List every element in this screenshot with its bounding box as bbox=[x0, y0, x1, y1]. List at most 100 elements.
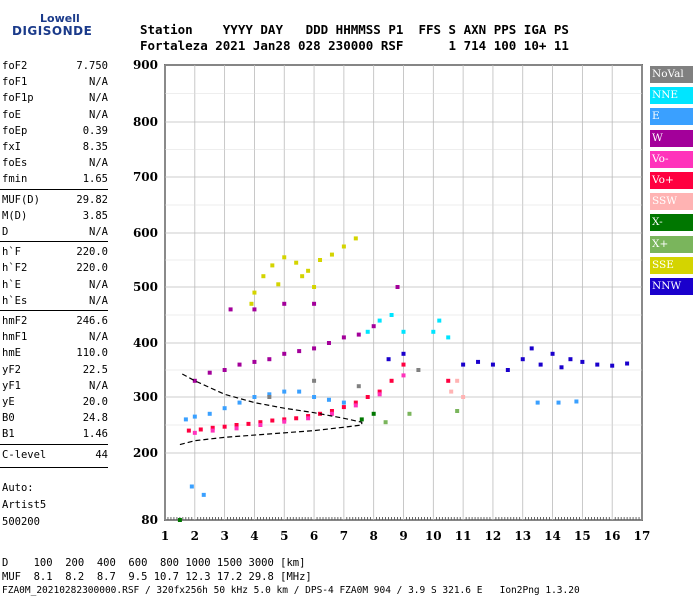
param-value: N/A bbox=[89, 157, 108, 170]
param-name: foF1p bbox=[2, 92, 34, 105]
data-point bbox=[476, 359, 481, 364]
legend-item-x-: X- bbox=[650, 214, 693, 232]
param-row: B1 1.46 bbox=[2, 426, 108, 442]
data-point bbox=[446, 378, 451, 383]
data-point bbox=[341, 405, 346, 410]
data-point bbox=[359, 417, 364, 422]
param-name: M(D) bbox=[2, 209, 28, 222]
data-point bbox=[341, 400, 346, 405]
legend-item-w: W bbox=[650, 129, 693, 147]
data-point bbox=[261, 274, 266, 279]
legend-item-vo-: Vo+ bbox=[650, 172, 693, 189]
param-name: D bbox=[2, 226, 9, 238]
data-point bbox=[294, 416, 299, 421]
data-point bbox=[198, 427, 203, 432]
data-point bbox=[329, 409, 334, 413]
data-point bbox=[312, 285, 317, 289]
x-tick-label: 4 bbox=[250, 529, 258, 543]
legend-item-nnw: NNW bbox=[650, 278, 693, 295]
param-name: hmF2 bbox=[2, 315, 28, 327]
data-point bbox=[353, 403, 358, 408]
autoscale-code: 500200 bbox=[2, 516, 40, 528]
param-name: foF2 bbox=[2, 60, 28, 72]
param-separator bbox=[0, 310, 108, 311]
data-point bbox=[326, 397, 331, 402]
y-tick-label: 400 bbox=[133, 336, 158, 350]
param-row: foEp 0.39 bbox=[2, 123, 108, 139]
data-point bbox=[201, 492, 206, 497]
data-point bbox=[446, 335, 451, 340]
data-point bbox=[234, 423, 239, 427]
data-point bbox=[258, 420, 263, 425]
x-tick-label: 6 bbox=[310, 529, 318, 543]
data-point bbox=[377, 389, 382, 394]
data-point bbox=[246, 421, 251, 426]
data-point bbox=[389, 313, 394, 317]
param-row: h`F2 220.0 bbox=[2, 260, 108, 276]
y-tick-label: 500 bbox=[133, 280, 158, 294]
data-point bbox=[529, 346, 534, 351]
param-name: C-level bbox=[2, 448, 47, 461]
x-tick-label: 3 bbox=[220, 529, 228, 543]
param-value: 8.35 bbox=[82, 141, 108, 153]
param-name: B1 bbox=[2, 428, 15, 441]
x-tick-label: 12 bbox=[485, 529, 502, 543]
param-name: B0 bbox=[2, 412, 15, 425]
x-tick-label: 16 bbox=[604, 529, 621, 543]
data-point bbox=[538, 362, 543, 367]
legend-item-x-: X+ bbox=[650, 235, 693, 253]
param-value: 29.82 bbox=[76, 193, 108, 206]
legend-item-e: E bbox=[650, 108, 693, 126]
data-point bbox=[625, 361, 630, 366]
data-point bbox=[192, 414, 197, 419]
data-point bbox=[520, 357, 525, 362]
data-point bbox=[312, 301, 317, 306]
param-row: hmF1 N/A bbox=[2, 329, 108, 345]
data-point bbox=[297, 349, 302, 354]
data-point bbox=[455, 409, 460, 413]
data-point bbox=[431, 329, 436, 334]
data-point bbox=[228, 307, 233, 312]
param-name: h`E bbox=[2, 278, 21, 291]
data-point bbox=[270, 263, 275, 268]
param-value: 220.0 bbox=[76, 246, 108, 259]
x-tick-label: 1 bbox=[161, 529, 169, 543]
data-point bbox=[222, 368, 227, 372]
param-value: 20.0 bbox=[82, 396, 108, 408]
data-point bbox=[210, 428, 215, 433]
param-value: N/A bbox=[89, 379, 108, 392]
data-point bbox=[407, 411, 412, 416]
data-point bbox=[401, 329, 406, 334]
data-point bbox=[401, 373, 406, 378]
param-separator bbox=[0, 241, 108, 243]
param-value: N/A bbox=[89, 294, 108, 307]
data-point bbox=[237, 362, 242, 367]
data-point bbox=[183, 417, 188, 422]
param-row: foF1p N/A bbox=[2, 90, 108, 106]
param-value: N/A bbox=[89, 92, 108, 105]
data-point bbox=[267, 392, 272, 397]
y-tick-label: 800 bbox=[133, 115, 158, 129]
data-point bbox=[365, 329, 370, 334]
param-name: foE bbox=[2, 108, 21, 121]
param-row: hmF2 246.6 bbox=[2, 313, 108, 329]
x-tick-label: 9 bbox=[399, 529, 407, 543]
param-name: foEs bbox=[2, 157, 28, 170]
param-value: N/A bbox=[89, 76, 108, 89]
profile-curve bbox=[179, 372, 363, 446]
data-point bbox=[222, 406, 227, 411]
data-point bbox=[210, 425, 215, 430]
legend-item-nne: NNE bbox=[650, 87, 693, 105]
data-point bbox=[437, 318, 442, 323]
data-point bbox=[282, 389, 287, 394]
param-name: hmE bbox=[2, 347, 21, 360]
data-point bbox=[329, 252, 334, 257]
param-row: fxI 8.35 bbox=[2, 139, 108, 155]
data-point bbox=[595, 362, 600, 367]
param-value: 1.65 bbox=[82, 173, 108, 186]
param-row: B0 24.8 bbox=[2, 410, 108, 426]
data-point bbox=[395, 285, 400, 289]
data-point bbox=[192, 430, 197, 435]
param-value: N/A bbox=[89, 331, 108, 344]
